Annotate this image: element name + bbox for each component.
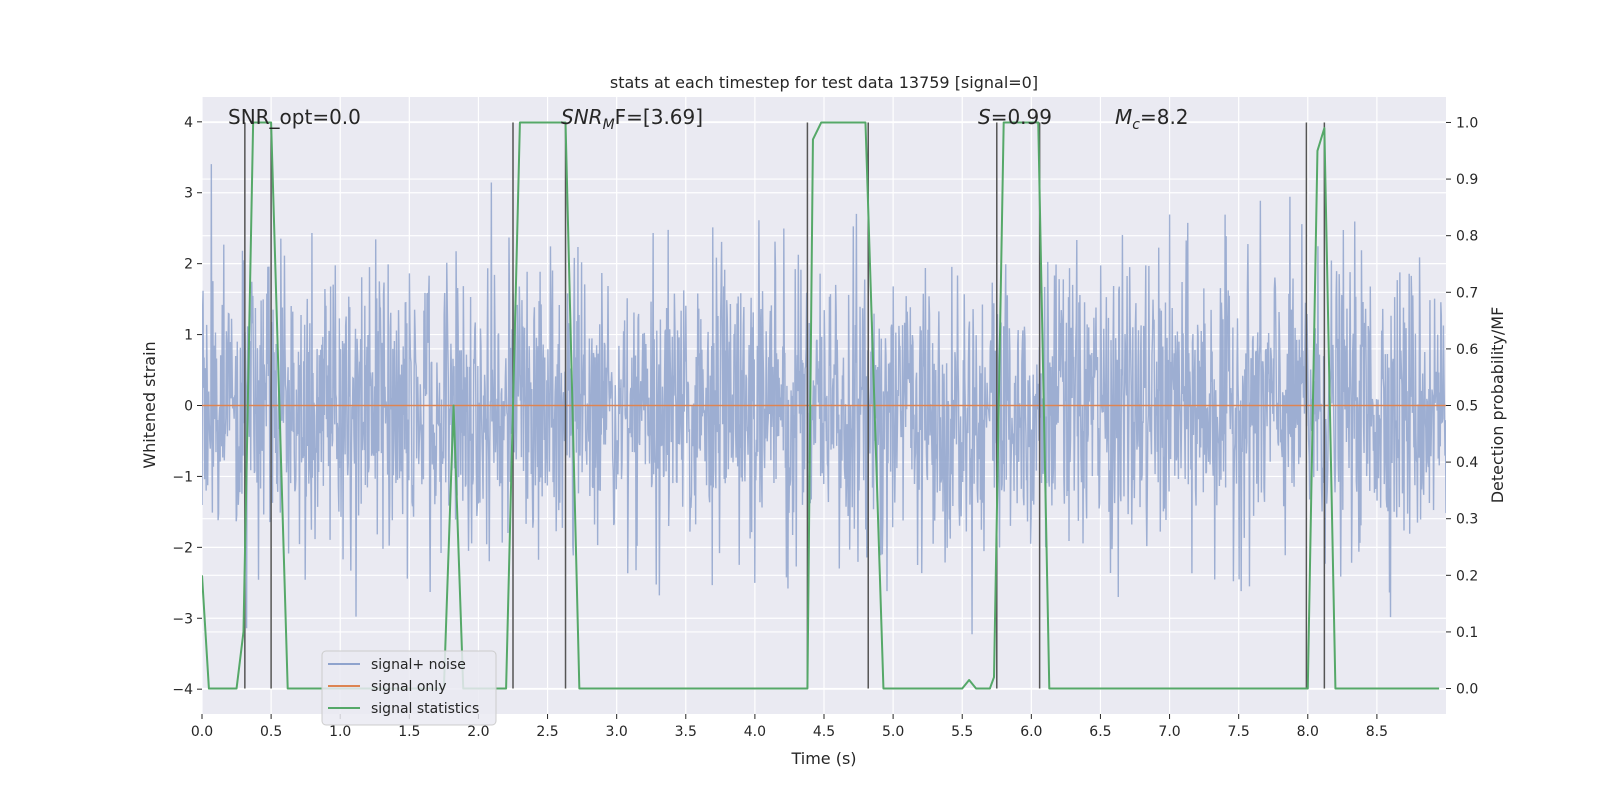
x-tick-label: 3.5 bbox=[675, 724, 697, 740]
annotation-mc-rest: =8.2 bbox=[1140, 105, 1189, 129]
annotation-snr-opt: SNR_opt=0.0 bbox=[228, 105, 361, 129]
legend-label-signal-only: signal only bbox=[371, 679, 446, 695]
x-tick-label: 1.0 bbox=[329, 724, 351, 740]
chart-title: stats at each timestep for test data 137… bbox=[610, 73, 1038, 92]
y2-tick-label: 0.6 bbox=[1456, 342, 1478, 358]
x-tick-label: 5.5 bbox=[951, 724, 973, 740]
y2-tick-label: 0.2 bbox=[1456, 568, 1478, 584]
x-tick-label: 6.0 bbox=[1020, 724, 1042, 740]
y2-axis-title: Detection probability/MF bbox=[1488, 307, 1507, 504]
annotation-mc-sub: c bbox=[1132, 117, 1140, 133]
legend-label-signal-statistics: signal statistics bbox=[371, 701, 479, 717]
y2-tick-label: 0.3 bbox=[1456, 512, 1478, 528]
stats-layer bbox=[202, 121, 1440, 690]
annotation-snr-mf: SNRMF=[3.69] bbox=[561, 105, 703, 133]
x-tick-label: 6.5 bbox=[1089, 724, 1111, 740]
tick-marks bbox=[197, 121, 1451, 719]
annotation-snr-mf-sub: M bbox=[603, 117, 615, 133]
x-tick-label: 4.5 bbox=[813, 724, 835, 740]
y2-tick-label: 0.4 bbox=[1456, 455, 1478, 471]
x-tick-label: 5.0 bbox=[882, 724, 904, 740]
y-tick-label: 0 bbox=[184, 399, 193, 415]
series-signal-noise bbox=[202, 164, 1446, 635]
x-tick-label: 7.5 bbox=[1228, 724, 1250, 740]
legend-label-signal-noise: signal+ noise bbox=[371, 657, 466, 673]
y-tick-label: −2 bbox=[172, 540, 193, 556]
x-axis-title: Time (s) bbox=[790, 749, 856, 768]
y2-tick-label: 0.7 bbox=[1456, 285, 1478, 301]
y-tick-label: 4 bbox=[184, 115, 193, 131]
annotation-mc-main: M bbox=[1115, 105, 1132, 129]
y-axis-title: Whitened strain bbox=[140, 341, 159, 468]
y-tick-label: 3 bbox=[184, 186, 193, 202]
x-tick-label: 7.0 bbox=[1158, 724, 1180, 740]
x-tick-label: 1.5 bbox=[398, 724, 420, 740]
y-tick-label: −3 bbox=[172, 611, 193, 627]
x-tick-label: 2.0 bbox=[467, 724, 489, 740]
x-tick-label: 8.5 bbox=[1366, 724, 1388, 740]
y-tick-label: −1 bbox=[172, 469, 193, 485]
y-tick-label: −4 bbox=[172, 682, 193, 698]
x-tick-label: 4.0 bbox=[744, 724, 766, 740]
y2-tick-label: 1.0 bbox=[1456, 115, 1478, 131]
y-tick-label: 2 bbox=[184, 257, 193, 273]
annotation-s-main: S bbox=[978, 105, 991, 129]
annotation-snr-mf-rest: F=[3.69] bbox=[615, 105, 703, 129]
series-signal-statistics bbox=[202, 121, 1440, 690]
y2-tick-label: 0.0 bbox=[1456, 682, 1478, 698]
annotation-snr-mf-main: SNR bbox=[561, 105, 603, 129]
y2-tick-label: 0.1 bbox=[1456, 625, 1478, 641]
x-tick-label: 3.0 bbox=[606, 724, 628, 740]
legend-box bbox=[321, 650, 497, 726]
x-tick-label: 8.0 bbox=[1297, 724, 1319, 740]
y-tick-label: 1 bbox=[184, 328, 193, 344]
x-tick-label: 0.5 bbox=[260, 724, 282, 740]
annotation-mc: Mc=8.2 bbox=[1115, 105, 1189, 133]
y2-tick-label: 0.9 bbox=[1456, 172, 1478, 188]
annotation-s-rest: =0.99 bbox=[991, 105, 1052, 129]
annotation-s: S=0.99 bbox=[978, 105, 1052, 129]
x-tick-label: 2.5 bbox=[536, 724, 558, 740]
y2-tick-label: 0.5 bbox=[1456, 399, 1478, 415]
legend: signal+ noise signal only signal statist… bbox=[321, 650, 497, 726]
vertical-markers bbox=[244, 122, 1326, 689]
x-tick-label: 0.0 bbox=[191, 724, 213, 740]
data-layer bbox=[202, 164, 1446, 635]
y2-tick-label: 0.8 bbox=[1456, 229, 1478, 245]
